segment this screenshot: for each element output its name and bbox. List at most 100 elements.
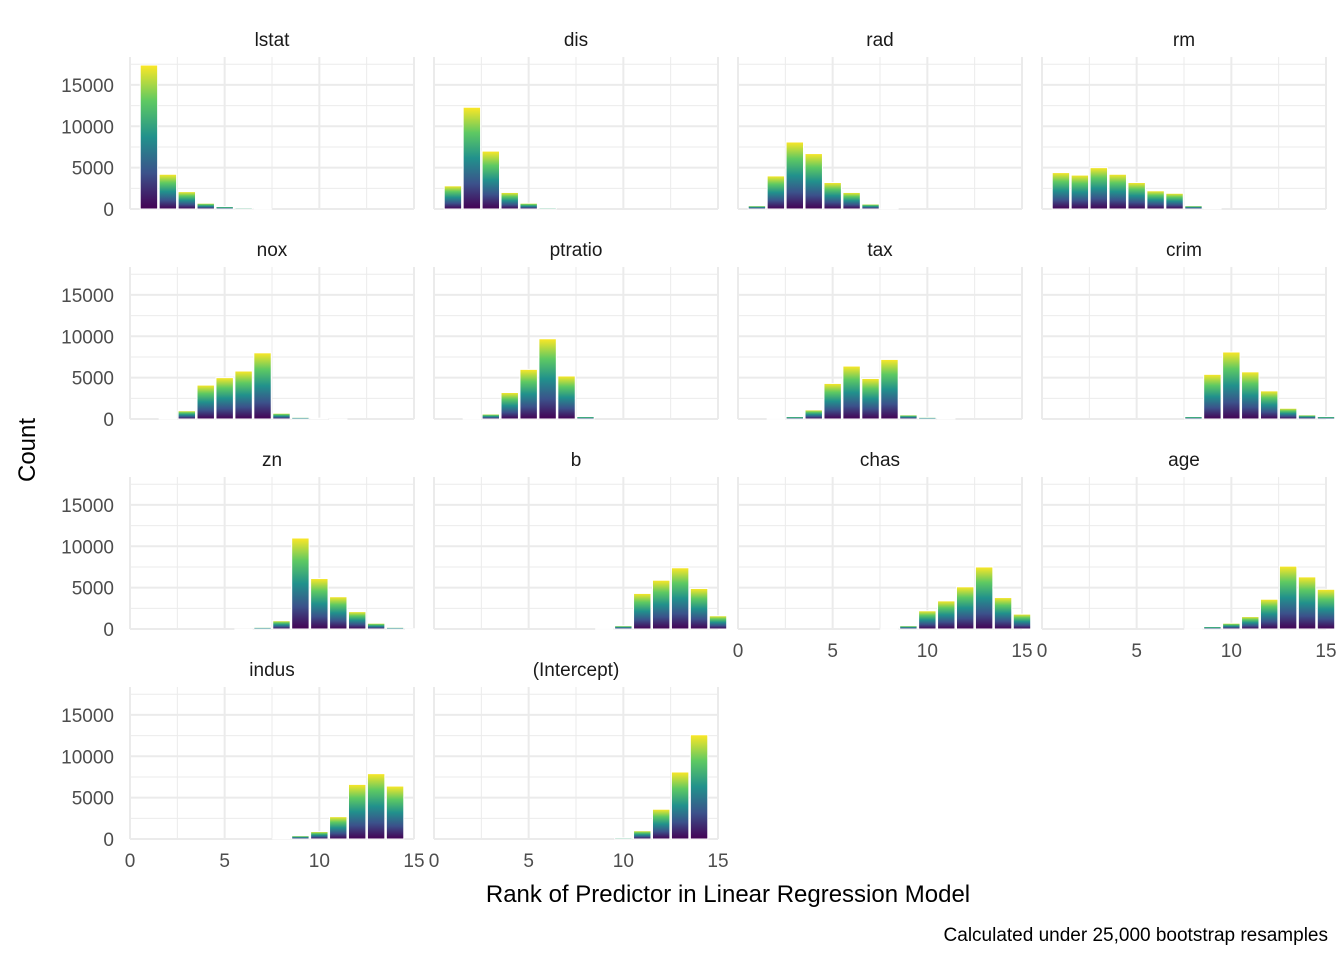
histogram-bar: chas rank 14: 3800 xyxy=(993,597,1013,630)
facet-panel: disdis rank 1: 2800dis rank 2: 12300dis … xyxy=(433,30,719,210)
histogram-bar: rm rank 7: 1900 xyxy=(1165,192,1184,210)
facet-title: nox xyxy=(257,240,288,261)
histogram-bar: nox rank 9: 200 xyxy=(291,416,310,420)
facet-title: age xyxy=(1168,450,1200,471)
histogram-bar: rad rank 7: 600 xyxy=(861,203,880,210)
histogram-bar: zn rank 13: 700 xyxy=(366,622,386,630)
histogram-bar: ptratio rank 4: 3200 xyxy=(500,392,519,420)
facet-panel: radrad rank 1: 400rad rank 2: 4000rad ra… xyxy=(737,30,1023,210)
histogram-bar: chas rank 8: 40 xyxy=(880,628,899,630)
histogram-bar: indus rank 13: 7900 xyxy=(366,773,386,840)
x-tick-label: 15 xyxy=(1011,641,1032,662)
histogram-bar: crim rank 10: 8100 xyxy=(1222,351,1241,420)
histogram-bar: b rank 12: 5900 xyxy=(651,579,671,630)
y-tick-label: 0 xyxy=(103,200,114,221)
histogram-bar: indus rank 14: 6400 xyxy=(385,785,405,840)
facet-panel: crimcrim rank 8: 300crim rank 9: 5400cri… xyxy=(1041,240,1336,420)
x-tick-label: 15 xyxy=(707,851,728,872)
histogram-bar: zn rank 11: 3900 xyxy=(329,596,348,630)
histogram-bar: nox rank 6: 5800 xyxy=(234,370,253,420)
histogram-bar: chas rank 13: 7500 xyxy=(974,566,994,630)
histogram-bar: tax rank 5: 4300 xyxy=(823,382,842,420)
facet-title: rad xyxy=(866,30,893,51)
histogram-bar: chas rank 11: 3400 xyxy=(937,600,956,630)
histogram-bar: nox rank 5: 5000 xyxy=(215,377,234,420)
histogram-bar: age rank 15: 4800 xyxy=(1316,588,1336,630)
histogram-bar: rad rank 4: 6700 xyxy=(804,153,823,210)
histogram-bar: b rank 15: 1600 xyxy=(708,615,728,630)
x-tick-label: 10 xyxy=(1221,641,1242,662)
histogram-bar: indus rank 11: 2700 xyxy=(329,816,348,840)
histogram-bar: zn rank 14: 200 xyxy=(385,626,405,630)
histogram-bar: lstat rank 1: 17400 xyxy=(139,64,159,210)
x-tick-label: 10 xyxy=(309,851,330,872)
y-tick-label: 5000 xyxy=(72,159,114,180)
histogram-bar: zn rank 6: 20 xyxy=(234,628,253,631)
x-tick-label: 0 xyxy=(429,851,440,872)
histogram-bar: nox rank 2: 80 xyxy=(158,417,178,420)
y-tick-label: 15000 xyxy=(61,76,114,97)
histogram-bar: lstat rank 2: 4200 xyxy=(158,173,178,210)
histogram-bar: ptratio rank 7: 5200 xyxy=(557,375,576,420)
histogram-bar: ptratio rank 2: 60 xyxy=(462,418,482,420)
facet-panel: noxnox rank 2: 80nox rank 3: 1000nox ran… xyxy=(61,240,415,431)
x-tick-label: 5 xyxy=(523,851,534,872)
facet-panel: rmrm rank 1: 4400rm rank 2: 4100rm rank … xyxy=(1041,30,1327,210)
histogram-bar: rad rank 6: 2000 xyxy=(842,191,861,210)
y-tick-label: 5000 xyxy=(72,579,114,600)
histogram-bar: nox rank 11: 20 xyxy=(329,418,348,421)
histogram-bar: dis rank 1: 2800 xyxy=(443,185,463,210)
facet-panel: b b rank 9: 50b rank 10: 400b rank 11: 43… xyxy=(433,450,728,630)
histogram-bar: nox rank 3: 1000 xyxy=(177,410,197,420)
x-tick-label: 5 xyxy=(1131,641,1142,662)
x-tick-label: 10 xyxy=(613,851,634,872)
y-tick-label: 15000 xyxy=(61,706,114,727)
histogram-bar: chas rank 15: 1800 xyxy=(1012,613,1032,630)
histogram-bar: rad rank 5: 3200 xyxy=(823,182,842,210)
x-axis-title: Rank of Predictor in Linear Regression M… xyxy=(486,881,970,908)
histogram-bar: ptratio rank 6: 9700 xyxy=(538,338,557,420)
histogram-bar: ptratio rank 5: 6000 xyxy=(519,368,538,420)
facet-panel: chaschas rank 8: 40chas rank 9: 400chas … xyxy=(733,450,1033,662)
histogram-bar: rm rank 8: 400 xyxy=(1184,205,1203,210)
histogram-bar: age rank 12: 3600 xyxy=(1259,598,1279,630)
histogram-bar: dis rank 4: 2000 xyxy=(500,191,519,210)
histogram-bar: zn rank 12: 2100 xyxy=(347,611,367,630)
histogram-bar: rm rank 3: 5000 xyxy=(1089,167,1109,210)
histogram-bar: tax rank 3: 300 xyxy=(785,416,805,420)
facet-panel: ptratio ptratio rank 2: 60ptratio rank 3:… xyxy=(433,240,719,420)
histogram-bar: lstat rank 3: 2100 xyxy=(177,191,197,210)
histogram-bar: zn rank 7: 200 xyxy=(253,626,272,630)
histogram-bar: crim rank 14: 500 xyxy=(1297,414,1317,420)
caption: Calculated under 25,000 bootstrap resamp… xyxy=(944,925,1328,946)
histogram-bar: indus rank 12: 6600 xyxy=(347,783,367,840)
facet-title: rm xyxy=(1173,30,1195,51)
x-tick-label: 15 xyxy=(1315,641,1336,662)
facet-title: (Intercept) xyxy=(533,660,620,681)
facet-panel: (Intercept)(Intercept) rank 10: 150(Inte… xyxy=(429,660,729,872)
histogram-bar: tax rank 6: 6400 xyxy=(842,365,861,420)
histogram-bar: tax rank 11: 80 xyxy=(937,417,956,420)
histogram-bar: chas rank 9: 400 xyxy=(899,625,918,630)
histogram-bar: nox rank 4: 4100 xyxy=(196,384,215,420)
histogram-bar: chas rank 12: 5100 xyxy=(955,586,975,630)
histogram-bar: tax rank 7: 4900 xyxy=(861,377,880,420)
x-tick-label: 0 xyxy=(1037,641,1048,662)
histogram-bar: lstat rank 5: 300 xyxy=(215,206,234,210)
histogram-bar: crim rank 9: 5400 xyxy=(1203,373,1222,420)
histogram-bar: (Intercept) rank 11: 1000 xyxy=(633,830,652,840)
facet-panel: indusindus rank 8: 100indus rank 9: 400i… xyxy=(61,660,424,872)
histogram-bar: nox rank 10: 100 xyxy=(310,417,329,420)
x-tick-label: 5 xyxy=(219,851,230,872)
histogram-bar: (Intercept) rank 13: 8100 xyxy=(670,771,690,840)
histogram-bar: b rank 11: 4300 xyxy=(633,592,652,630)
histogram-bar: age rank 10: 700 xyxy=(1222,622,1241,630)
histogram-bar: (Intercept) rank 10: 150 xyxy=(614,837,633,840)
facet-title: dis xyxy=(564,30,588,51)
y-tick-label: 5000 xyxy=(72,789,114,810)
x-tick-label: 10 xyxy=(917,641,938,662)
histogram-bar: tax rank 4: 1100 xyxy=(804,409,823,420)
histogram-bar: rad rank 3: 8100 xyxy=(785,141,805,210)
histogram-bar: dis rank 3: 7000 xyxy=(481,150,501,210)
